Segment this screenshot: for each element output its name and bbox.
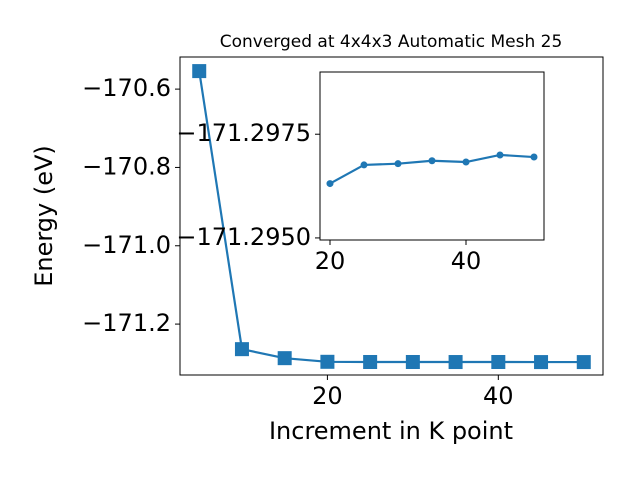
y-tick-label: −171.0 [82,231,171,259]
marker [360,161,368,169]
marker [530,153,538,161]
marker [576,355,591,370]
marker [192,64,207,79]
marker [363,354,378,369]
x-tick-label: 20 [315,247,346,275]
marker [234,342,249,357]
marker [326,180,334,188]
y-axis-label: Energy (eV) [30,145,58,287]
marker [277,351,292,366]
marker [462,158,470,166]
y-tick-label: −170.6 [82,74,171,102]
y-tick-label: −171.2950 [176,223,311,251]
marker [320,354,335,369]
series-line [198,70,584,364]
y-tick-label: −171.2 [82,309,171,337]
x-tick-label: 40 [451,247,482,275]
marker [428,157,436,165]
y-tick-label: −171.2975 [176,119,311,147]
x-axis-label: Increment in K point [269,417,513,445]
marker [394,160,402,168]
x-tick-label: 20 [312,382,343,410]
marker [496,151,504,159]
x-tick-label: 40 [483,382,514,410]
marker [448,355,463,370]
y-tick-label: −170.8 [82,152,171,180]
marker [534,355,549,370]
marker [491,354,506,369]
marker [405,354,420,369]
chart-title: Converged at 4x4x3 Automatic Mesh 25 [220,32,563,52]
